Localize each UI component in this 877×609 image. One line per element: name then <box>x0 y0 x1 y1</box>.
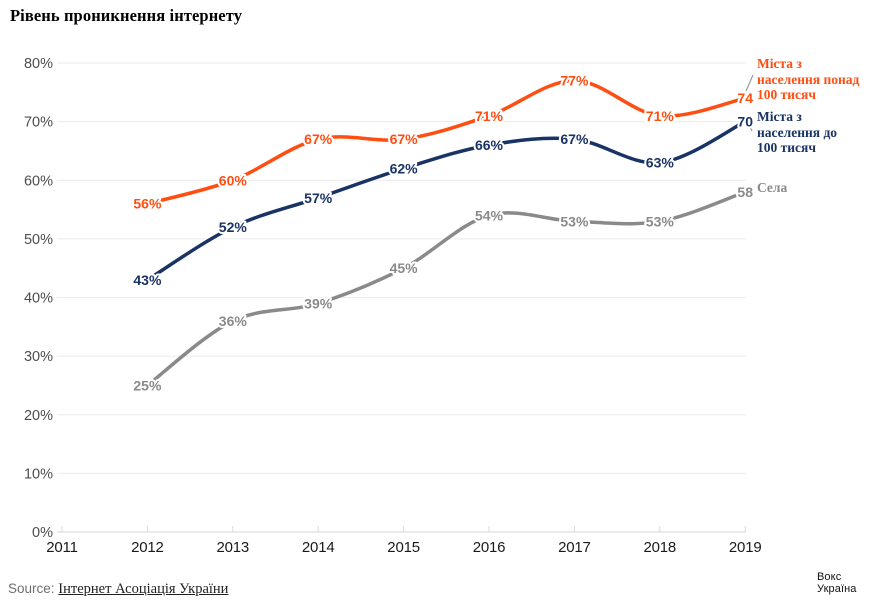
y-axis-tick-label: 10% <box>24 466 53 482</box>
value-label: 66% <box>475 137 504 153</box>
x-axis-tick-label: 2016 <box>473 539 506 556</box>
y-axis-tick-label: 80% <box>24 56 53 72</box>
value-label: 53% <box>646 213 675 229</box>
y-axis-tick-label: 20% <box>24 408 53 424</box>
value-label: 71% <box>475 108 504 124</box>
value-label: 52% <box>219 219 248 235</box>
value-label: 67% <box>304 131 333 147</box>
x-axis-tick-label: 2012 <box>131 539 164 556</box>
value-label: 53% <box>560 213 589 229</box>
x-axis-tick-label: 2015 <box>387 539 420 556</box>
value-label: 45% <box>390 260 419 276</box>
legend-leader-line <box>745 74 754 92</box>
logo-line-1: Вокс <box>817 571 842 583</box>
y-axis-tick-label: 50% <box>24 232 53 248</box>
value-label: 62% <box>390 161 419 177</box>
value-label: 74 <box>737 90 753 106</box>
y-axis-tick-label: 30% <box>24 349 53 365</box>
y-axis-tick-label: 70% <box>24 115 53 131</box>
chart-title: Рівень проникнення інтернету <box>10 6 243 25</box>
value-label: 25% <box>133 377 162 393</box>
value-label: 77% <box>560 73 589 89</box>
source-line: Source: Інтернет Асоціація України <box>8 581 228 598</box>
logo-line-2: Україна <box>817 582 857 595</box>
series-line-1 <box>145 119 747 282</box>
x-axis-tick-label: 2017 <box>558 539 591 556</box>
value-label: 63% <box>646 155 675 171</box>
value-label: 39% <box>304 295 333 311</box>
value-label: 60% <box>219 172 248 188</box>
value-label: 67% <box>560 131 589 147</box>
x-axis-tick-label: 2018 <box>644 539 677 556</box>
value-label: 57% <box>304 190 333 206</box>
voxukraine-logo: Вокс Україна <box>817 571 857 595</box>
legend-leader-line <box>743 187 754 191</box>
x-axis-tick-label: 2013 <box>217 539 250 556</box>
y-axis-tick-label: 40% <box>24 291 53 307</box>
source-link[interactable]: Інтернет Асоціація України <box>58 581 229 597</box>
x-axis-tick-label: 2014 <box>302 539 335 556</box>
value-label: 54% <box>475 207 504 223</box>
legend-leader-line <box>744 116 753 132</box>
x-axis-tick-label: 2019 <box>729 539 762 556</box>
value-label: 43% <box>133 272 162 288</box>
x-axis-tick-label: 2011 <box>46 539 77 556</box>
value-label: 71% <box>646 108 675 124</box>
y-axis-tick-label: 0% <box>32 525 53 541</box>
value-label: 70 <box>737 114 753 130</box>
source-prefix: Source: <box>8 581 55 596</box>
y-axis-tick-label: 60% <box>24 173 53 189</box>
value-label: 56% <box>133 196 162 212</box>
series-line-2 <box>145 190 747 388</box>
value-label: 58 <box>737 184 753 200</box>
series-line-0 <box>145 78 747 206</box>
value-label: 36% <box>219 313 248 329</box>
value-label: 67% <box>390 131 419 147</box>
